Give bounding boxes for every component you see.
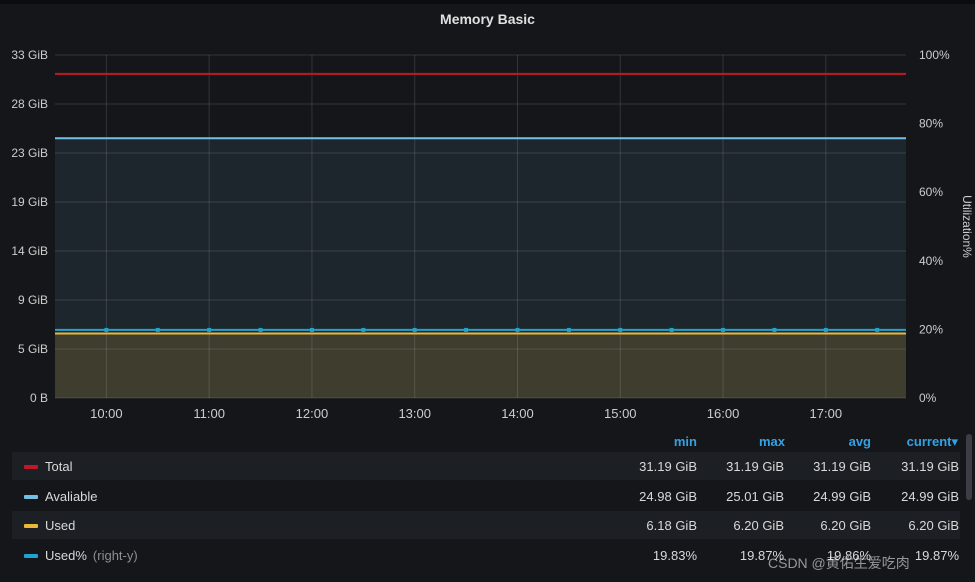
series-avg: 24.99 GiB — [813, 489, 871, 504]
series-point — [104, 327, 109, 332]
y-tick-label-left: 5 GiB — [18, 342, 48, 356]
series-name[interactable]: Used% (right-y) — [45, 548, 138, 563]
series-min: 24.98 GiB — [639, 489, 697, 504]
series-point — [618, 327, 623, 332]
legend-row-avaliable[interactable]: Avaliable 24.98 GiB 25.01 GiB 24.99 GiB … — [12, 482, 960, 510]
series-point — [515, 327, 520, 332]
series-point — [309, 327, 314, 332]
series-avg: 31.19 GiB — [813, 459, 871, 474]
series-avg: 6.20 GiB — [820, 518, 871, 533]
x-tick-label: 13:00 — [398, 406, 431, 421]
series-name[interactable]: Total — [45, 459, 73, 474]
legend-row-used-percent[interactable]: Used% (right-y) 19.83% 19.87% 19.86% 19.8… — [12, 541, 960, 569]
series-min: 19.83% — [652, 548, 697, 563]
series-current: 6.20 GiB — [908, 518, 959, 533]
chart-area[interactable]: 0 B 5 GiB 9 GiB 14 GiB 19 GiB 23 GiB 28 GiB 33 … — [0, 0, 975, 430]
series-point — [566, 327, 571, 332]
series-color-swatch[interactable] — [24, 524, 38, 528]
series-area-1 — [55, 138, 906, 399]
series-color-swatch[interactable] — [24, 554, 38, 558]
y-axis-label-right: Utilization% — [960, 195, 974, 258]
legend-header-max[interactable]: max — [758, 434, 785, 449]
series-point — [361, 327, 366, 332]
series-point — [258, 327, 263, 332]
series-point — [875, 327, 880, 332]
x-tick-label: 17:00 — [810, 406, 843, 421]
series-max: 19.87% — [739, 548, 784, 563]
legend-row-used[interactable]: Used 6.18 GiB 6.20 GiB 6.20 GiB 6.20 GiB — [12, 511, 960, 539]
y-tick-label-right: 60% — [919, 185, 943, 199]
series-name[interactable]: Used — [45, 518, 76, 533]
y-tick-label-left: 14 GiB — [11, 244, 48, 258]
y-tick-label-left: 0 B — [30, 391, 48, 405]
series-min: 6.18 GiB — [646, 518, 697, 533]
series-color-swatch[interactable] — [24, 465, 38, 469]
series-max: 25.01 GiB — [726, 489, 784, 504]
y-tick-label-left: 33 GiB — [11, 48, 48, 62]
legend-header-current[interactable]: current▾ — [906, 434, 958, 449]
y-tick-label-right: 0% — [919, 391, 937, 405]
series-point — [823, 327, 828, 332]
panel-header-strip — [0, 0, 975, 4]
x-tick-label: 12:00 — [296, 406, 329, 421]
y-tick-label-left: 28 GiB — [11, 97, 48, 111]
series-max: 31.19 GiB — [726, 459, 784, 474]
x-tick-label: 11:00 — [193, 406, 225, 421]
y-tick-label-right: 80% — [919, 117, 943, 131]
legend-scrollbar[interactable] — [966, 434, 972, 500]
x-tick-label: 15:00 — [604, 406, 637, 421]
legend-header-min[interactable]: min — [673, 434, 697, 449]
x-tick-label: 10:00 — [90, 406, 123, 421]
watermark-text: CSDN @黄佑生爱吃肉 — [768, 555, 910, 571]
series-min: 31.19 GiB — [639, 459, 697, 474]
series-name[interactable]: Avaliable — [45, 489, 98, 504]
series-point — [669, 327, 674, 332]
series-point — [155, 327, 160, 332]
y-tick-label-left: 23 GiB — [11, 146, 48, 160]
series-max: 6.20 GiB — [733, 518, 784, 533]
legend-row-total[interactable]: Total 31.19 GiB 31.19 GiB 31.19 GiB 31.1… — [12, 452, 960, 480]
series-point — [721, 327, 726, 332]
y-tick-label-right: 20% — [919, 322, 943, 336]
y-tick-label-left: 9 GiB — [18, 293, 48, 307]
series-color-swatch[interactable] — [24, 495, 38, 499]
series-point — [412, 327, 417, 332]
series-point — [464, 327, 469, 332]
series-point — [207, 327, 212, 332]
y-tick-label-right: 40% — [919, 254, 943, 268]
y-tick-label-right: 100% — [919, 48, 950, 62]
series-area-2 — [55, 333, 906, 398]
plot-background — [55, 55, 906, 398]
series-point — [772, 327, 777, 332]
legend-table: min max avg current▾ Total 31.19 GiB 31.… — [0, 430, 975, 582]
legend-header-avg[interactable]: avg — [848, 434, 871, 449]
series-current: 24.99 GiB — [901, 489, 959, 504]
series-current: 19.87% — [914, 548, 959, 563]
y-tick-label-left: 19 GiB — [11, 195, 48, 209]
x-tick-label: 14:00 — [501, 406, 534, 421]
series-avg: 19.86% — [826, 548, 871, 563]
x-tick-label: 16:00 — [707, 406, 740, 421]
panel-title[interactable]: Memory Basic — [440, 11, 535, 27]
series-current: 31.19 GiB — [901, 459, 959, 474]
